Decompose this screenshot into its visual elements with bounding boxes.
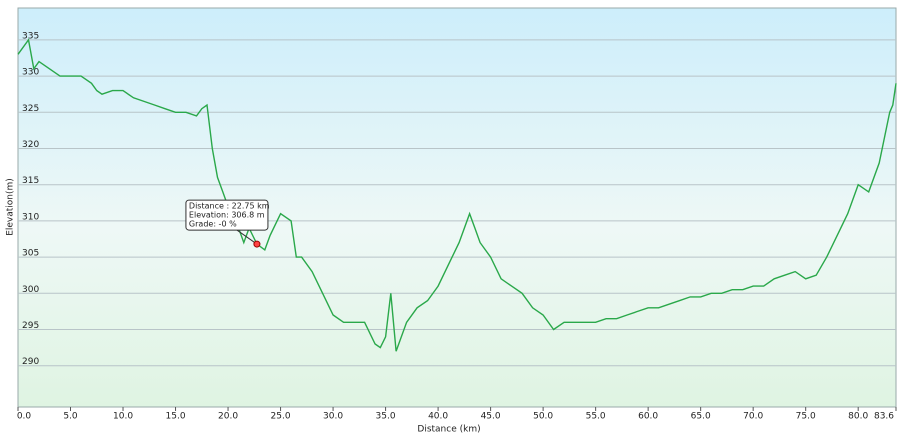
- y-axis-title: Elevation(m): [6, 178, 16, 236]
- y-tick-label: 335: [22, 31, 39, 41]
- x-tick-label: 35.0: [376, 412, 396, 422]
- x-tick-label: 75.0: [796, 412, 816, 422]
- x-tick-label: 0.0: [17, 412, 32, 422]
- x-tick-label: 80.0: [848, 412, 868, 422]
- y-tick-label: 315: [22, 176, 39, 186]
- x-tick-label: 40.0: [428, 412, 448, 422]
- x-tick-label: 25.0: [271, 412, 291, 422]
- y-tick-label: 300: [22, 285, 39, 295]
- y-tick-label: 320: [22, 140, 39, 150]
- tooltip-text: Elevation: 306.8 m: [189, 211, 265, 220]
- plot-area: [17, 7, 897, 408]
- tooltip-pointer: [236, 229, 258, 245]
- x-tick-label: 30.0: [323, 412, 343, 422]
- x-tick-label: 15.0: [166, 412, 186, 422]
- tooltip-box: [185, 199, 269, 231]
- x-tick-label: 45.0: [481, 412, 501, 422]
- x-tick-label: 5.0: [63, 412, 78, 422]
- y-tick-label: 330: [22, 68, 39, 78]
- x-tick-label: 83.6: [874, 412, 894, 422]
- y-tick-label: 305: [22, 249, 39, 259]
- x-tick-label: 70.0: [743, 412, 763, 422]
- y-tick-label: 295: [22, 321, 39, 331]
- x-tick-label: 65.0: [691, 412, 711, 422]
- x-tick-label: 10.0: [113, 412, 133, 422]
- tooltip-text: Distance : 22.75 km: [189, 202, 270, 211]
- y-tick-label: 325: [22, 104, 39, 114]
- x-tick-label: 50.0: [533, 412, 553, 422]
- x-tick-label: 55.0: [586, 412, 606, 422]
- y-tick-label: 310: [22, 212, 39, 222]
- elevation-line: [17, 38, 897, 352]
- y-tick-label: 290: [22, 357, 39, 367]
- tooltip-marker: [253, 240, 261, 248]
- x-tick-label: 60.0: [638, 412, 658, 422]
- tooltip-text: Grade: -0 %: [189, 220, 237, 229]
- x-axis-title: Distance (km): [417, 425, 480, 435]
- x-tick-label: 20.0: [218, 412, 238, 422]
